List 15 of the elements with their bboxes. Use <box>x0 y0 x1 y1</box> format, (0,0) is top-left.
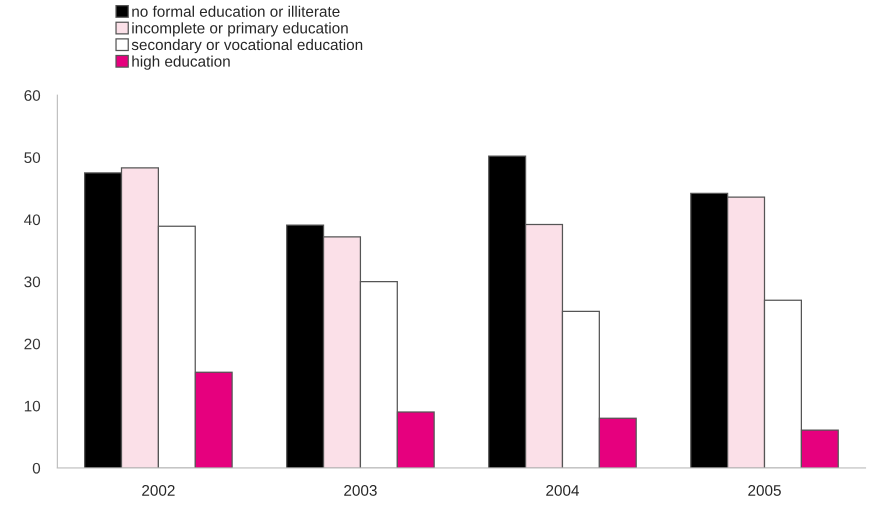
y-tick-label: 0 <box>32 462 40 474</box>
y-tick-label: 40 <box>24 214 40 226</box>
y-tick-label: 10 <box>24 400 40 412</box>
legend-label: secondary or vocational education <box>132 38 362 54</box>
legend-label: high education <box>132 56 230 70</box>
x-tick-label: 2005 <box>748 485 781 496</box>
y-tick-label: 30 <box>24 276 40 288</box>
y-tick-label: 50 <box>24 152 40 164</box>
legend-label: incomplete or primary education <box>132 22 348 37</box>
legend-label: no formal education or illiterate <box>132 6 340 17</box>
y-tick-label: 20 <box>24 338 40 350</box>
y-tick-label: 60 <box>24 90 40 101</box>
x-tick-label: 2003 <box>344 485 377 496</box>
x-tick-label: 2002 <box>142 485 175 496</box>
x-tick-label: 2004 <box>546 485 580 496</box>
